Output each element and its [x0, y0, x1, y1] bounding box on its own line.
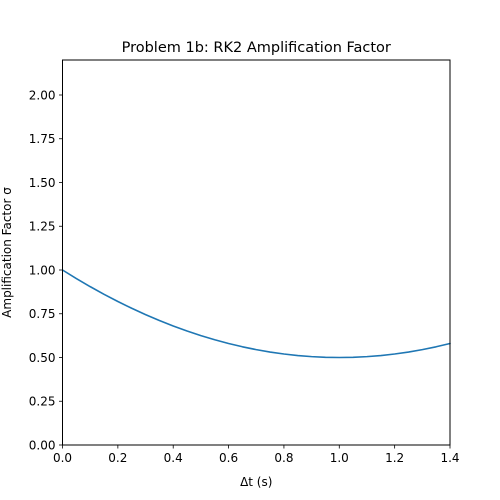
series-group	[61, 269, 451, 359]
y-tick-label: 2.00	[29, 88, 56, 102]
x-tick-label: 0.0	[53, 451, 72, 465]
x-tick-label: 1.2	[385, 451, 404, 465]
y-tick-label: 0.25	[29, 395, 56, 409]
x-axis-label: Δt (s)	[240, 475, 272, 489]
chart-title: Problem 1b: RK2 Amplification Factor	[122, 40, 391, 56]
y-axis-label: Amplification Factor σ	[0, 187, 14, 318]
series-line-0	[61, 269, 451, 359]
y-axis: 0.00 0.25 0.50 0.75 1.00 1.25 1.50 1.75 2.00	[29, 88, 63, 452]
x-tick-label: 0.8	[274, 451, 293, 465]
y-tick-label: 1.00	[29, 263, 56, 277]
x-tick-label: 0.4	[164, 451, 183, 465]
y-tick-label: 0.50	[29, 351, 56, 365]
x-axis: 0.0 0.2 0.4 0.6 0.8 1.0 1.2 1.4	[53, 445, 460, 465]
x-tick-label: 1.4	[440, 451, 459, 465]
plot-frame	[62, 59, 451, 446]
y-tick-label: 1.75	[29, 132, 56, 146]
x-tick-label: 0.6	[219, 451, 238, 465]
y-tick-label: 1.25	[29, 220, 56, 234]
y-tick-label: 1.50	[29, 176, 56, 190]
x-tick-label: 1.0	[330, 451, 349, 465]
x-tick-label: 0.2	[108, 451, 127, 465]
y-tick-label: 0.00	[29, 438, 56, 452]
y-tick-label: 0.75	[29, 307, 56, 321]
plot-background	[62, 60, 450, 445]
